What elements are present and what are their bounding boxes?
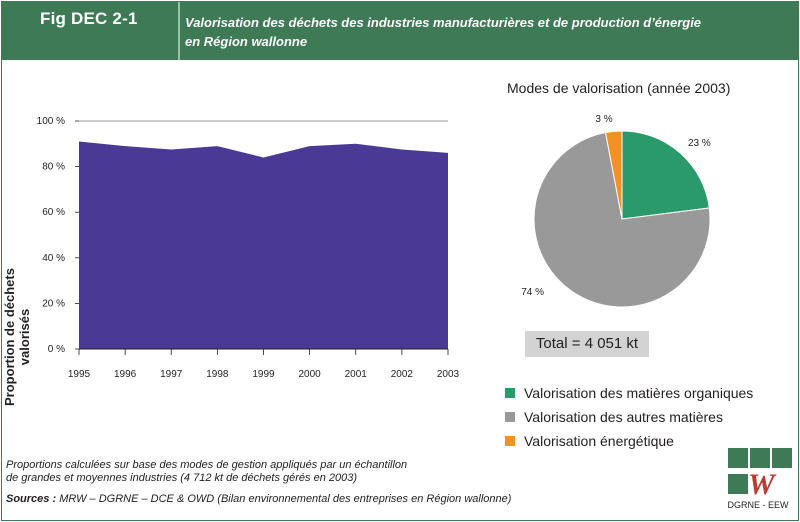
area-chart-svg: 0 % 20 % 40 % 60 % 80 % 100 % 1995 1996 1997 1998… [37,116,460,380]
y-tick-label: 100 % [37,116,65,127]
sources-text: MRW – DGRNE – DCE & OWD (Bilan environne… [56,493,512,505]
pie-slice [604,130,623,220]
x-tick-label: 1999 [252,369,275,380]
notes-line-2: de grandes et moyennes industries (4 712… [6,472,358,484]
area-chart: Proportion de déchets valorisés 0 % 20 % 4… [0,100,470,406]
dgrne-logo: W DGRNE - EEW [727,448,792,516]
x-tick-label: 2000 [299,369,322,380]
notes-line-1: Proportions calculées sur base des modes… [6,459,408,471]
title-line-1: Valorisation des déchets des industries … [185,15,702,30]
x-tick-label: 2002 [391,369,414,380]
figure-label: Fig DEC 2-1 [2,2,178,36]
sources-label: Sources : [6,493,57,505]
header-divider [178,2,180,60]
logo-square-1 [728,448,748,468]
legend-item-organic: Valorisation des matières organiques [505,381,753,405]
legend-item-energy: Valorisation énergétique [505,429,753,453]
x-tick-label: 2003 [437,369,460,380]
legend-swatch-energy [505,436,515,446]
legend-label-organic: Valorisation des matières organiques [524,385,754,401]
pie-value-label: 74 % [521,287,544,298]
pie-slice [533,131,711,308]
x-tick-label: 1995 [68,369,91,380]
x-tick-label: 1998 [206,369,229,380]
logo-text: DGRNE - EEW [727,500,789,510]
x-tick-label: 1996 [114,369,137,380]
x-tick-label: 2001 [345,369,368,380]
legend-swatch-other [505,412,515,422]
pie-slice [621,130,710,220]
figure-title: Valorisation des déchets des industries … [185,13,785,51]
title-line-2: en Région wallonne [185,34,308,49]
legend-label-energy: Valorisation énergétique [524,433,674,449]
pie-value-label: 3 % [595,114,612,125]
y-tick-label: 60 % [42,207,65,218]
logo-square-2 [750,448,770,468]
logo-w-mark: W [748,468,775,501]
pie-value-label: 23 % [688,138,711,149]
y-tick-label: 0 % [48,344,65,355]
figure-notes: Proportions calculées sur base des modes… [6,459,506,485]
logo-square-3 [772,448,792,468]
pie-title: Modes de valorisation (année 2003) [507,80,731,96]
figure-sources: Sources : MRW – DGRNE – DCE & OWD (Bilan… [6,493,511,505]
legend-label-other: Valorisation des autres matières [524,409,723,425]
area-series [79,141,448,349]
y-tick-label: 20 % [42,298,65,309]
logo-square-4 [728,474,748,494]
y-tick-label: 40 % [42,253,65,264]
figure-header: Fig DEC 2-1 Valorisation des déchets des… [2,2,798,60]
legend-item-other: Valorisation des autres matières [505,405,753,429]
pie-legend: Valorisation des matières organiques Val… [505,381,753,453]
legend-swatch-organic [505,388,515,398]
x-tick-label: 1997 [160,369,183,380]
pie-chart-svg: 23 % 74 % 3 % [521,114,711,308]
y-tick-label: 80 % [42,162,65,173]
total-badge: Total = 4 051 kt [525,331,649,357]
